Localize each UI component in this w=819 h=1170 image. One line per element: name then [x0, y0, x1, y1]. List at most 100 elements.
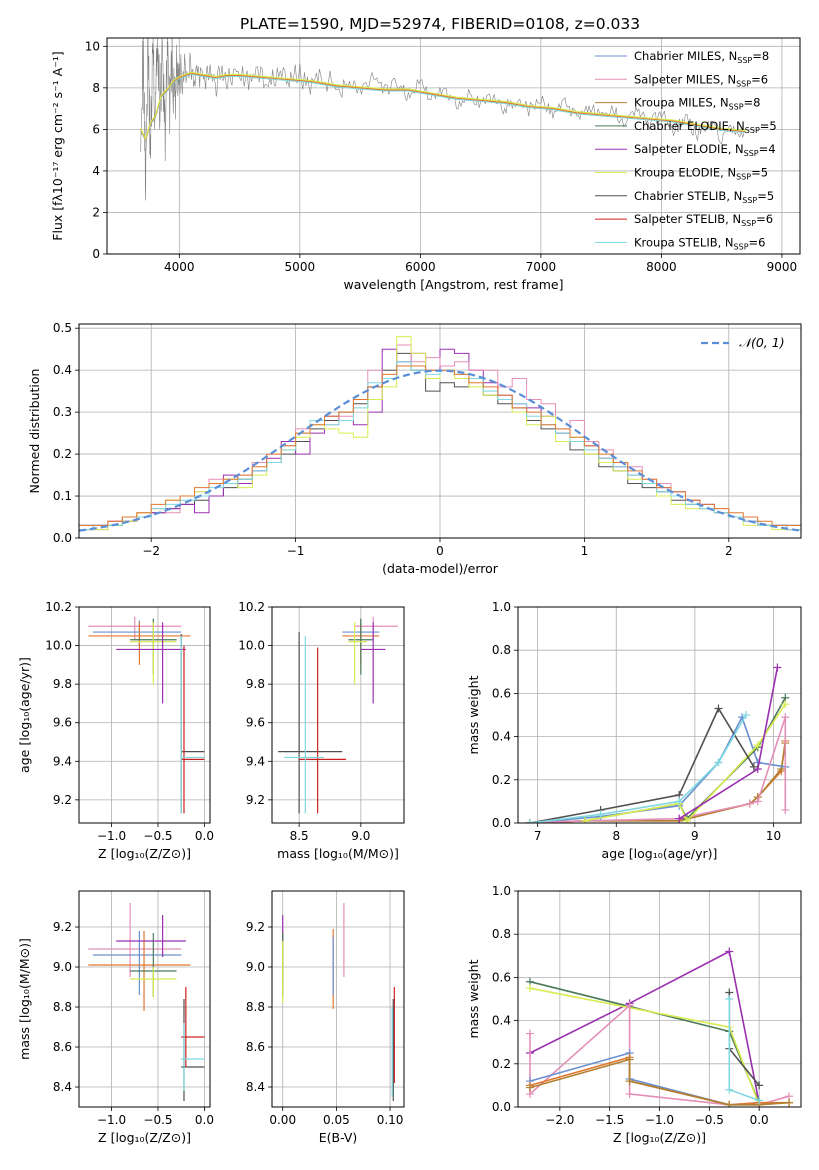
x-axis-label: wavelength [Angstrom, rest frame]: [343, 277, 563, 292]
model-spectrum: [140, 71, 746, 141]
x-tick-label: 2: [725, 544, 733, 558]
weight-line: [529, 740, 787, 823]
x-axis-label: E(B-V): [319, 1130, 358, 1145]
grid: [79, 891, 210, 1107]
weight-marker: [525, 984, 534, 993]
y-tick-label: 8.8: [246, 1000, 265, 1014]
x-tick-label: 10: [766, 829, 781, 843]
y-tick-label: 0.0: [492, 816, 511, 830]
x-tick-label: −1: [287, 544, 305, 558]
model-spectrum: [140, 73, 746, 143]
y-axis-label: Flux [fλ10⁻¹⁷ erg cm⁻² s⁻¹ A⁻¹]: [50, 51, 65, 240]
weight-marker: [741, 711, 750, 719]
plot-area: [278, 616, 398, 814]
weight-marker: [773, 663, 782, 672]
axes-frame: [106, 37, 801, 255]
plot-area: [525, 663, 790, 823]
y-tick-label: 8.4: [53, 1080, 72, 1094]
legend: 𝒩(0, 1): [701, 335, 785, 350]
x-tick-label: 1: [581, 544, 589, 558]
legend-label: Kroupa MILES, NSSP=8: [634, 96, 760, 112]
weight-marker: [596, 810, 605, 819]
y-tick-label: 0.4: [492, 730, 511, 744]
x-tick-label: 7000: [526, 260, 557, 274]
weight-marker: [525, 1029, 534, 1038]
y-tick-label: 0.2: [492, 1057, 511, 1071]
y-tick-label: 9.8: [53, 677, 72, 691]
y-tick-label: 9.0: [246, 960, 265, 974]
chart-weight-vs-Z: −2.0 −1.5 −1.0 −0.5 0.0 0.0 0.2 0.4 0.6 0.8 1.0 Z […: [466, 884, 802, 1145]
y-tick-label: 0: [92, 247, 100, 261]
legend-count: =5: [757, 189, 774, 203]
y-tick-label: 9.8: [246, 677, 265, 691]
y-tick-label: 8.6: [246, 1040, 265, 1054]
x-tick-label: −1.0: [645, 1113, 674, 1127]
legend-label: Chabrier ELODIE, NSSP=5: [634, 119, 777, 135]
axes-frame: [517, 890, 802, 1108]
legend-label: Kroupa ELODIE, NSSP=5: [634, 166, 768, 182]
grid: [272, 891, 404, 1107]
y-tick-label: 9.2: [246, 793, 265, 807]
x-tick-label: −0.5: [143, 829, 172, 843]
plot-area: [140, 38, 746, 201]
legend-subscript: SSP: [736, 173, 751, 182]
x-tick-label: 6000: [405, 260, 436, 274]
y-tick-label: 8.8: [53, 1000, 72, 1014]
plot-area: [525, 947, 794, 1107]
chart-residuals: −2 −1 0 1 2 0.0 0.1 0.2 0.3 0.4 0.5 (data-model)/er…: [27, 321, 802, 576]
plot-area: [88, 616, 205, 814]
weight-marker: [725, 995, 734, 1003]
weight-marker: [725, 1100, 734, 1107]
weight-marker: [755, 1081, 764, 1090]
y-axis-label: mass weight: [466, 959, 481, 1038]
weight-marker: [580, 816, 589, 823]
legend-subscript: SSP: [729, 103, 744, 112]
legend-count: =8: [744, 96, 761, 110]
x-axis-label: (data-model)/error: [382, 561, 499, 576]
legend-count: =6: [749, 235, 766, 249]
weight-line: [529, 987, 760, 1106]
chart-spectrum: 4000 5000 6000 7000 8000 9000 0 2 4 6 8 10 wavelengt…: [50, 37, 801, 292]
weight-marker: [749, 762, 758, 771]
chart-age-vs-Z: −1.0 −0.5 0.0 9.2 9.4 9.6 9.8 10.0 10.2 Z [log₁₀(…: [17, 600, 214, 861]
legend-count: =8: [752, 49, 769, 63]
y-axis-label: age [log₁₀(age/yr)]: [17, 657, 32, 773]
legend-label: Salpeter MILES, NSSP=6: [634, 72, 768, 88]
x-tick-label: 0.0: [195, 829, 214, 843]
weight-marker: [525, 1083, 534, 1092]
y-axis-label: mass weight: [466, 675, 481, 754]
x-tick-label: 8000: [646, 260, 677, 274]
x-tick-label: 0.0: [195, 1113, 214, 1127]
plot-area: [282, 903, 395, 1101]
y-axis-label: mass [log₁₀(M/M⊙)]: [17, 938, 32, 1060]
weight-line: [529, 1051, 760, 1106]
y-tick-label: 9.0: [53, 960, 72, 974]
x-tick-label: 4000: [164, 260, 195, 274]
x-tick-label: 8.5: [290, 829, 309, 843]
weight-marker: [753, 797, 762, 806]
axes-frame: [271, 890, 405, 1108]
y-tick-label: 8.4: [246, 1080, 265, 1094]
weight-marker: [683, 816, 692, 823]
weight-marker: [525, 819, 534, 823]
legend-subscript: SSP: [737, 56, 752, 65]
x-axis-label: Z [log₁₀(Z/Z⊙)]: [98, 1130, 191, 1145]
grid: [272, 606, 404, 823]
weight-marker: [625, 1090, 634, 1099]
legend-label: Chabrier STELIB, NSSP=5: [634, 189, 774, 205]
legend-subscript: SSP: [741, 219, 756, 228]
y-tick-label: 0.0: [492, 1100, 511, 1114]
y-tick-label: 9.4: [53, 754, 72, 768]
axes-frame: [517, 606, 802, 824]
y-tick-label: 0.5: [53, 321, 72, 335]
legend-label: Salpeter ELODIE, NSSP=4: [634, 142, 776, 158]
x-tick-label: −1.0: [97, 829, 126, 843]
y-tick-label: 0.3: [53, 405, 72, 419]
weight-marker: [745, 799, 754, 808]
chart-age-vs-mass: 8.5 9.0 9.2 9.4 9.6 9.8 10.0 10.2 mass [log₁₀(M/…: [238, 600, 405, 861]
y-tick-label: 6: [92, 122, 100, 136]
axes-frame: [78, 890, 211, 1108]
axes-frame: [78, 323, 802, 539]
weight-line: [529, 950, 760, 1103]
